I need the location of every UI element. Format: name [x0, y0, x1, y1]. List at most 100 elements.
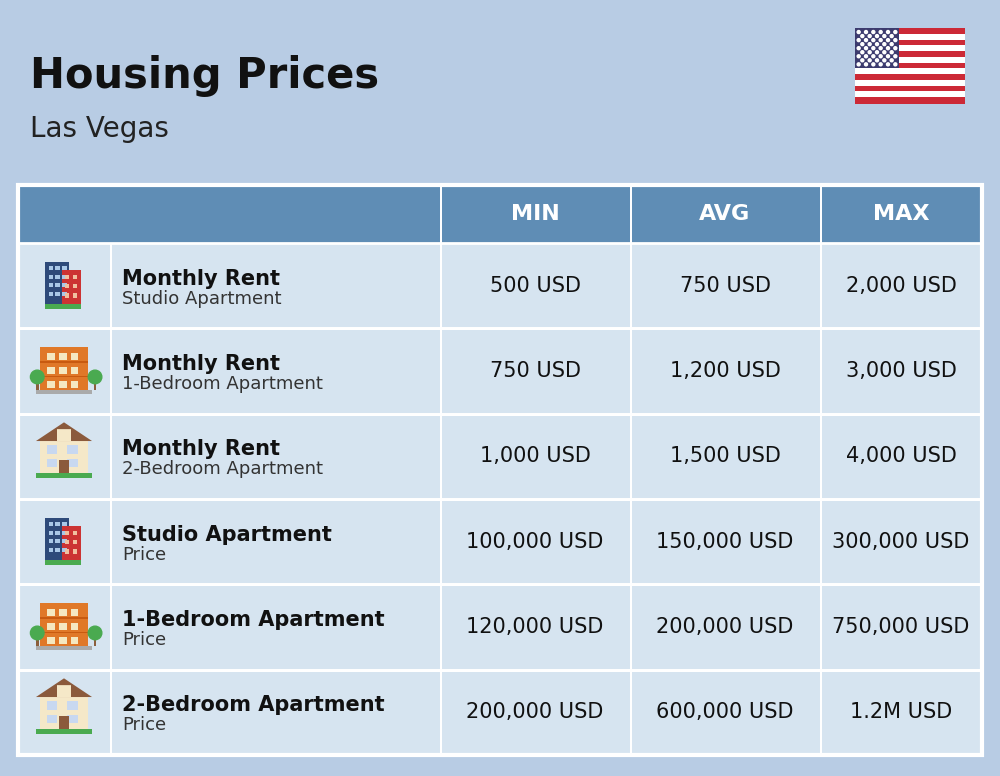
Text: 600,000 USD: 600,000 USD [656, 702, 794, 722]
Bar [71, 609, 78, 616]
Bar [855, 45, 965, 51]
Circle shape [868, 35, 871, 37]
Bar [94, 636, 96, 646]
Bar [18, 499, 982, 584]
Text: 750 USD: 750 USD [680, 275, 770, 296]
Bar [110, 670, 112, 755]
Bar [49, 283, 53, 287]
Bar [59, 609, 67, 616]
Circle shape [861, 43, 864, 46]
Circle shape [861, 35, 864, 37]
Text: Price: Price [122, 716, 166, 734]
Bar [55, 283, 60, 287]
Polygon shape [36, 422, 92, 441]
Text: Monthly Rent: Monthly Rent [122, 439, 280, 459]
Text: 200,000 USD: 200,000 USD [466, 702, 604, 722]
Bar [62, 548, 67, 552]
Bar [59, 459, 69, 473]
Bar [440, 328, 442, 414]
Bar [855, 57, 965, 63]
Text: Las Vegas: Las Vegas [30, 115, 169, 143]
Bar [36, 379, 38, 390]
Bar [630, 414, 632, 499]
Bar [45, 262, 69, 304]
Bar [71, 623, 78, 630]
Polygon shape [36, 678, 92, 697]
Circle shape [890, 43, 893, 46]
Bar [71, 382, 78, 388]
Bar [65, 540, 69, 544]
Circle shape [88, 626, 102, 639]
Polygon shape [56, 680, 72, 685]
Bar [47, 459, 57, 467]
Bar [855, 40, 965, 46]
Bar [855, 80, 965, 86]
Bar [110, 243, 112, 328]
Bar [47, 702, 57, 710]
Bar [110, 584, 112, 670]
Bar [18, 584, 982, 670]
Circle shape [887, 30, 890, 33]
Bar [59, 367, 67, 374]
Bar [65, 284, 69, 288]
Bar [94, 379, 96, 390]
Bar [55, 292, 60, 296]
Bar [820, 670, 822, 755]
Bar [45, 518, 69, 560]
Circle shape [861, 50, 864, 54]
Bar [67, 702, 78, 710]
Circle shape [883, 35, 886, 37]
Bar [110, 414, 112, 499]
Circle shape [894, 39, 897, 42]
Circle shape [879, 63, 882, 66]
Bar [47, 609, 55, 616]
Bar [40, 632, 88, 633]
Circle shape [887, 39, 890, 42]
Bar [59, 353, 67, 360]
Circle shape [30, 370, 44, 384]
Bar [45, 560, 69, 565]
Circle shape [876, 50, 879, 54]
Bar [440, 499, 442, 584]
Circle shape [876, 59, 879, 62]
Bar [36, 390, 92, 394]
Circle shape [872, 47, 875, 50]
Text: Studio Apartment: Studio Apartment [122, 525, 332, 545]
Bar [65, 293, 69, 297]
Text: 300,000 USD: 300,000 USD [832, 532, 970, 552]
Bar [71, 353, 78, 360]
Circle shape [857, 30, 860, 33]
Bar [820, 243, 822, 328]
Bar [630, 185, 632, 243]
Bar [67, 445, 78, 454]
Bar [630, 243, 632, 328]
Text: AVG: AVG [699, 204, 751, 224]
Bar [62, 522, 67, 526]
Bar [855, 51, 965, 57]
Bar [47, 637, 55, 644]
Text: 1,200 USD: 1,200 USD [670, 361, 780, 381]
Bar [855, 74, 965, 81]
Bar [855, 97, 965, 103]
Bar [47, 382, 55, 388]
Bar [59, 382, 67, 388]
Bar [18, 670, 982, 755]
Bar [440, 670, 442, 755]
Bar [855, 63, 965, 69]
Bar [440, 414, 442, 499]
Bar [72, 540, 77, 544]
Bar [36, 473, 92, 477]
Bar [630, 499, 632, 584]
Bar [49, 266, 53, 270]
Bar [72, 284, 77, 288]
Bar [820, 499, 822, 584]
Circle shape [887, 55, 890, 57]
Bar [72, 531, 77, 535]
Bar [59, 637, 67, 644]
Bar [72, 549, 77, 553]
Bar [47, 353, 55, 360]
Bar [630, 328, 632, 414]
Bar [71, 637, 78, 644]
Text: 3,000 USD: 3,000 USD [846, 361, 956, 381]
Bar [440, 185, 442, 243]
